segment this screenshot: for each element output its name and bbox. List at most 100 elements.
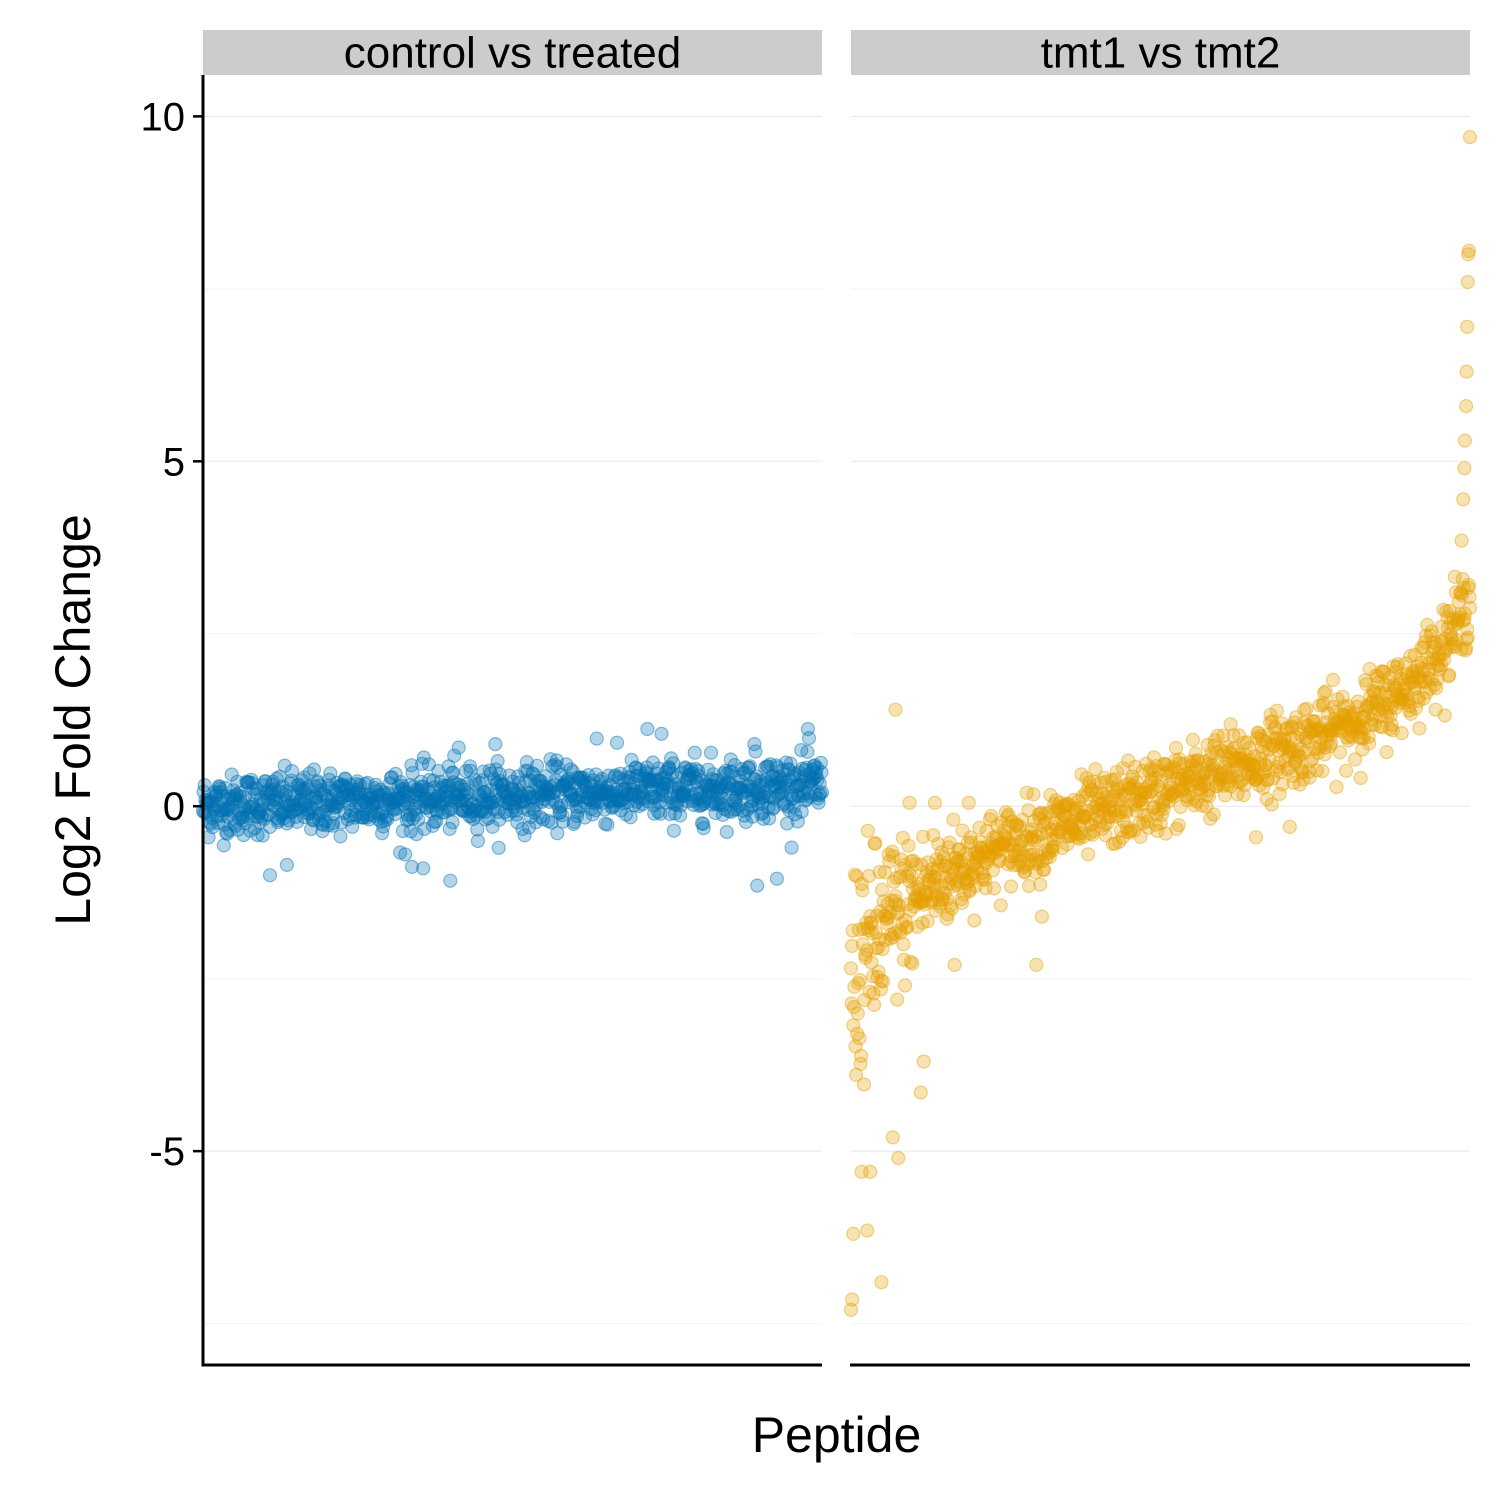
data-point — [267, 800, 282, 815]
data-point — [329, 795, 344, 810]
data-point — [747, 736, 762, 752]
data-point — [407, 789, 422, 804]
data-point — [281, 813, 296, 828]
data-point — [229, 787, 244, 802]
data-point — [440, 778, 455, 794]
data-point — [255, 828, 270, 843]
data-point — [283, 776, 298, 791]
data-point — [430, 805, 445, 820]
data-point — [372, 787, 387, 802]
data-point — [471, 786, 486, 801]
data-point — [259, 807, 274, 822]
data-point — [244, 775, 260, 791]
data-point — [843, 961, 859, 976]
data-point — [304, 791, 319, 806]
data-point — [319, 788, 334, 804]
data-point — [1460, 274, 1475, 290]
data-point — [391, 779, 406, 794]
data-point — [306, 813, 321, 828]
data-point — [235, 810, 251, 825]
data-point — [455, 803, 470, 819]
data-point — [453, 787, 468, 802]
data-point — [308, 779, 323, 794]
data-point — [265, 774, 280, 790]
data-point — [1456, 492, 1471, 507]
data-point — [434, 796, 449, 811]
data-point — [416, 779, 431, 795]
data-point — [261, 782, 276, 798]
data-point — [386, 795, 401, 810]
data-point — [231, 811, 247, 826]
data-point — [323, 798, 338, 813]
data-point — [417, 793, 432, 808]
data-point — [394, 790, 409, 805]
data-point — [470, 833, 485, 849]
data-point — [424, 795, 439, 810]
data-point — [224, 803, 239, 819]
data-point — [282, 797, 297, 813]
data-point — [447, 748, 462, 763]
data-point — [489, 775, 505, 790]
data-point — [296, 770, 311, 785]
data-point — [318, 813, 333, 829]
data-point — [850, 1006, 865, 1021]
data-point — [475, 793, 490, 808]
data-point — [449, 787, 464, 802]
data-point — [249, 781, 264, 796]
data-point — [288, 802, 303, 817]
data-point — [875, 974, 891, 989]
data-point — [398, 793, 413, 808]
data-point — [1412, 721, 1427, 736]
data-point — [439, 789, 454, 804]
data-point — [1034, 909, 1050, 924]
data-point — [475, 773, 490, 788]
data-point — [459, 793, 474, 808]
data-point — [248, 802, 263, 817]
data-point — [484, 795, 499, 810]
data-point — [374, 806, 389, 821]
data-point — [482, 763, 497, 778]
data-point — [336, 779, 351, 794]
data-point — [860, 823, 876, 838]
data-point — [331, 790, 346, 805]
data-point — [269, 771, 284, 786]
data-point — [402, 788, 417, 803]
data-point — [508, 803, 523, 818]
data-point — [419, 794, 434, 810]
data-point — [477, 784, 492, 800]
data-point — [432, 789, 447, 805]
data-point — [399, 784, 414, 800]
data-point — [252, 806, 267, 821]
data-point — [385, 795, 400, 810]
data-point — [885, 1130, 900, 1145]
data-point — [466, 802, 481, 817]
data-point — [371, 812, 386, 827]
data-point — [251, 809, 266, 825]
data-point — [372, 788, 387, 803]
data-point — [262, 819, 278, 835]
data-point — [418, 791, 434, 806]
data-point — [518, 763, 533, 779]
data-point — [378, 792, 393, 807]
data-point — [377, 813, 392, 828]
data-point — [216, 803, 231, 818]
data-point — [353, 778, 368, 793]
data-point — [444, 802, 459, 817]
data-point — [328, 799, 343, 814]
data-point — [406, 811, 421, 826]
data-point — [273, 808, 288, 823]
data-point — [310, 774, 325, 789]
data-point — [315, 817, 331, 833]
data-point — [493, 791, 509, 807]
data-point — [514, 793, 529, 809]
data-point — [417, 821, 432, 837]
data-point — [471, 788, 487, 803]
data-point — [501, 796, 516, 811]
data-point — [213, 784, 228, 800]
data-point — [491, 804, 506, 820]
data-point — [450, 788, 465, 803]
data-point — [275, 779, 291, 794]
data-point — [317, 799, 332, 814]
data-point — [219, 825, 234, 840]
data-point — [505, 782, 520, 797]
